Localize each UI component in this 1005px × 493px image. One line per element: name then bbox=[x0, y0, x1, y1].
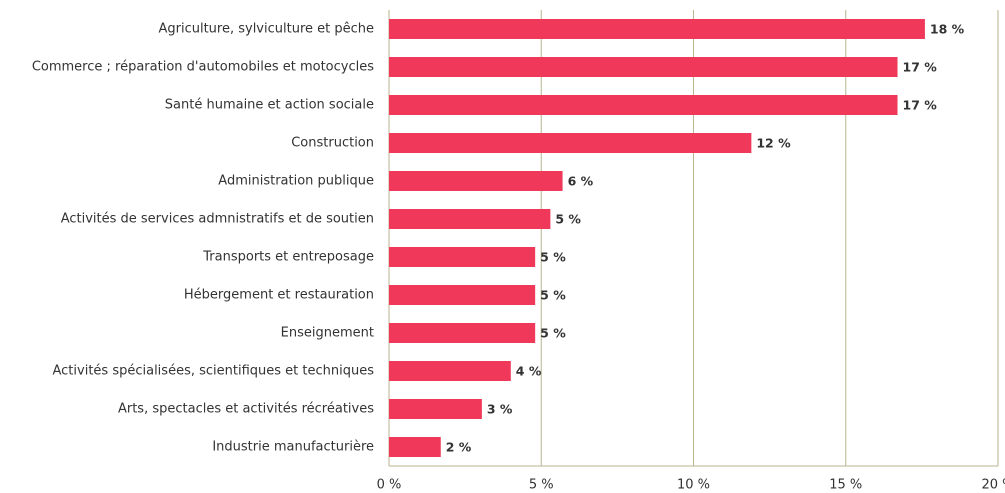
bar bbox=[389, 323, 536, 343]
y-tick-label: Administration publique bbox=[218, 174, 374, 189]
bar bbox=[389, 209, 551, 229]
value-label: 3 % bbox=[487, 402, 513, 417]
y-tick-label: Arts, spectacles et activités récréative… bbox=[118, 402, 374, 417]
value-label: 5 % bbox=[540, 326, 566, 341]
y-tick-label: Transports et entreposage bbox=[202, 250, 374, 265]
value-label: 5 % bbox=[540, 250, 566, 265]
bar bbox=[389, 399, 482, 419]
value-label: 12 % bbox=[756, 136, 791, 151]
value-label: 18 % bbox=[930, 22, 965, 37]
x-tick-label: 5 % bbox=[529, 478, 554, 493]
bar bbox=[389, 57, 898, 77]
value-label: 2 % bbox=[446, 440, 472, 455]
y-tick-label: Santé humaine et action sociale bbox=[165, 98, 374, 113]
x-tick-label: 15 % bbox=[829, 478, 862, 493]
value-label: 17 % bbox=[903, 98, 938, 113]
bar bbox=[389, 95, 898, 115]
value-label: 5 % bbox=[555, 212, 581, 227]
x-tick-label: 0 % bbox=[377, 478, 402, 493]
x-tick-label: 20 % bbox=[981, 478, 1005, 493]
value-label: 4 % bbox=[516, 364, 542, 379]
y-tick-label: Activités spécialisées, scientifiques et… bbox=[53, 364, 375, 379]
bar bbox=[389, 133, 752, 153]
value-label: 5 % bbox=[540, 288, 566, 303]
y-tick-label: Construction bbox=[291, 136, 374, 151]
bar bbox=[389, 285, 536, 305]
y-tick-label: Hébergement et restauration bbox=[184, 288, 374, 303]
bar bbox=[389, 19, 925, 39]
bar bbox=[389, 247, 536, 267]
y-tick-label: Agriculture, sylviculture et pêche bbox=[158, 22, 374, 37]
bar bbox=[389, 171, 563, 191]
y-tick-label: Commerce ; réparation d'automobiles et m… bbox=[32, 60, 374, 75]
value-label: 17 % bbox=[903, 60, 938, 75]
value-label: 6 % bbox=[568, 174, 594, 189]
y-tick-label: Industrie manufacturière bbox=[212, 440, 374, 455]
y-tick-label: Enseignement bbox=[281, 326, 374, 341]
bar bbox=[389, 361, 511, 381]
y-tick-label: Activités de services admnistratifs et d… bbox=[61, 212, 374, 227]
bar bbox=[389, 437, 441, 457]
x-tick-label: 10 % bbox=[677, 478, 710, 493]
